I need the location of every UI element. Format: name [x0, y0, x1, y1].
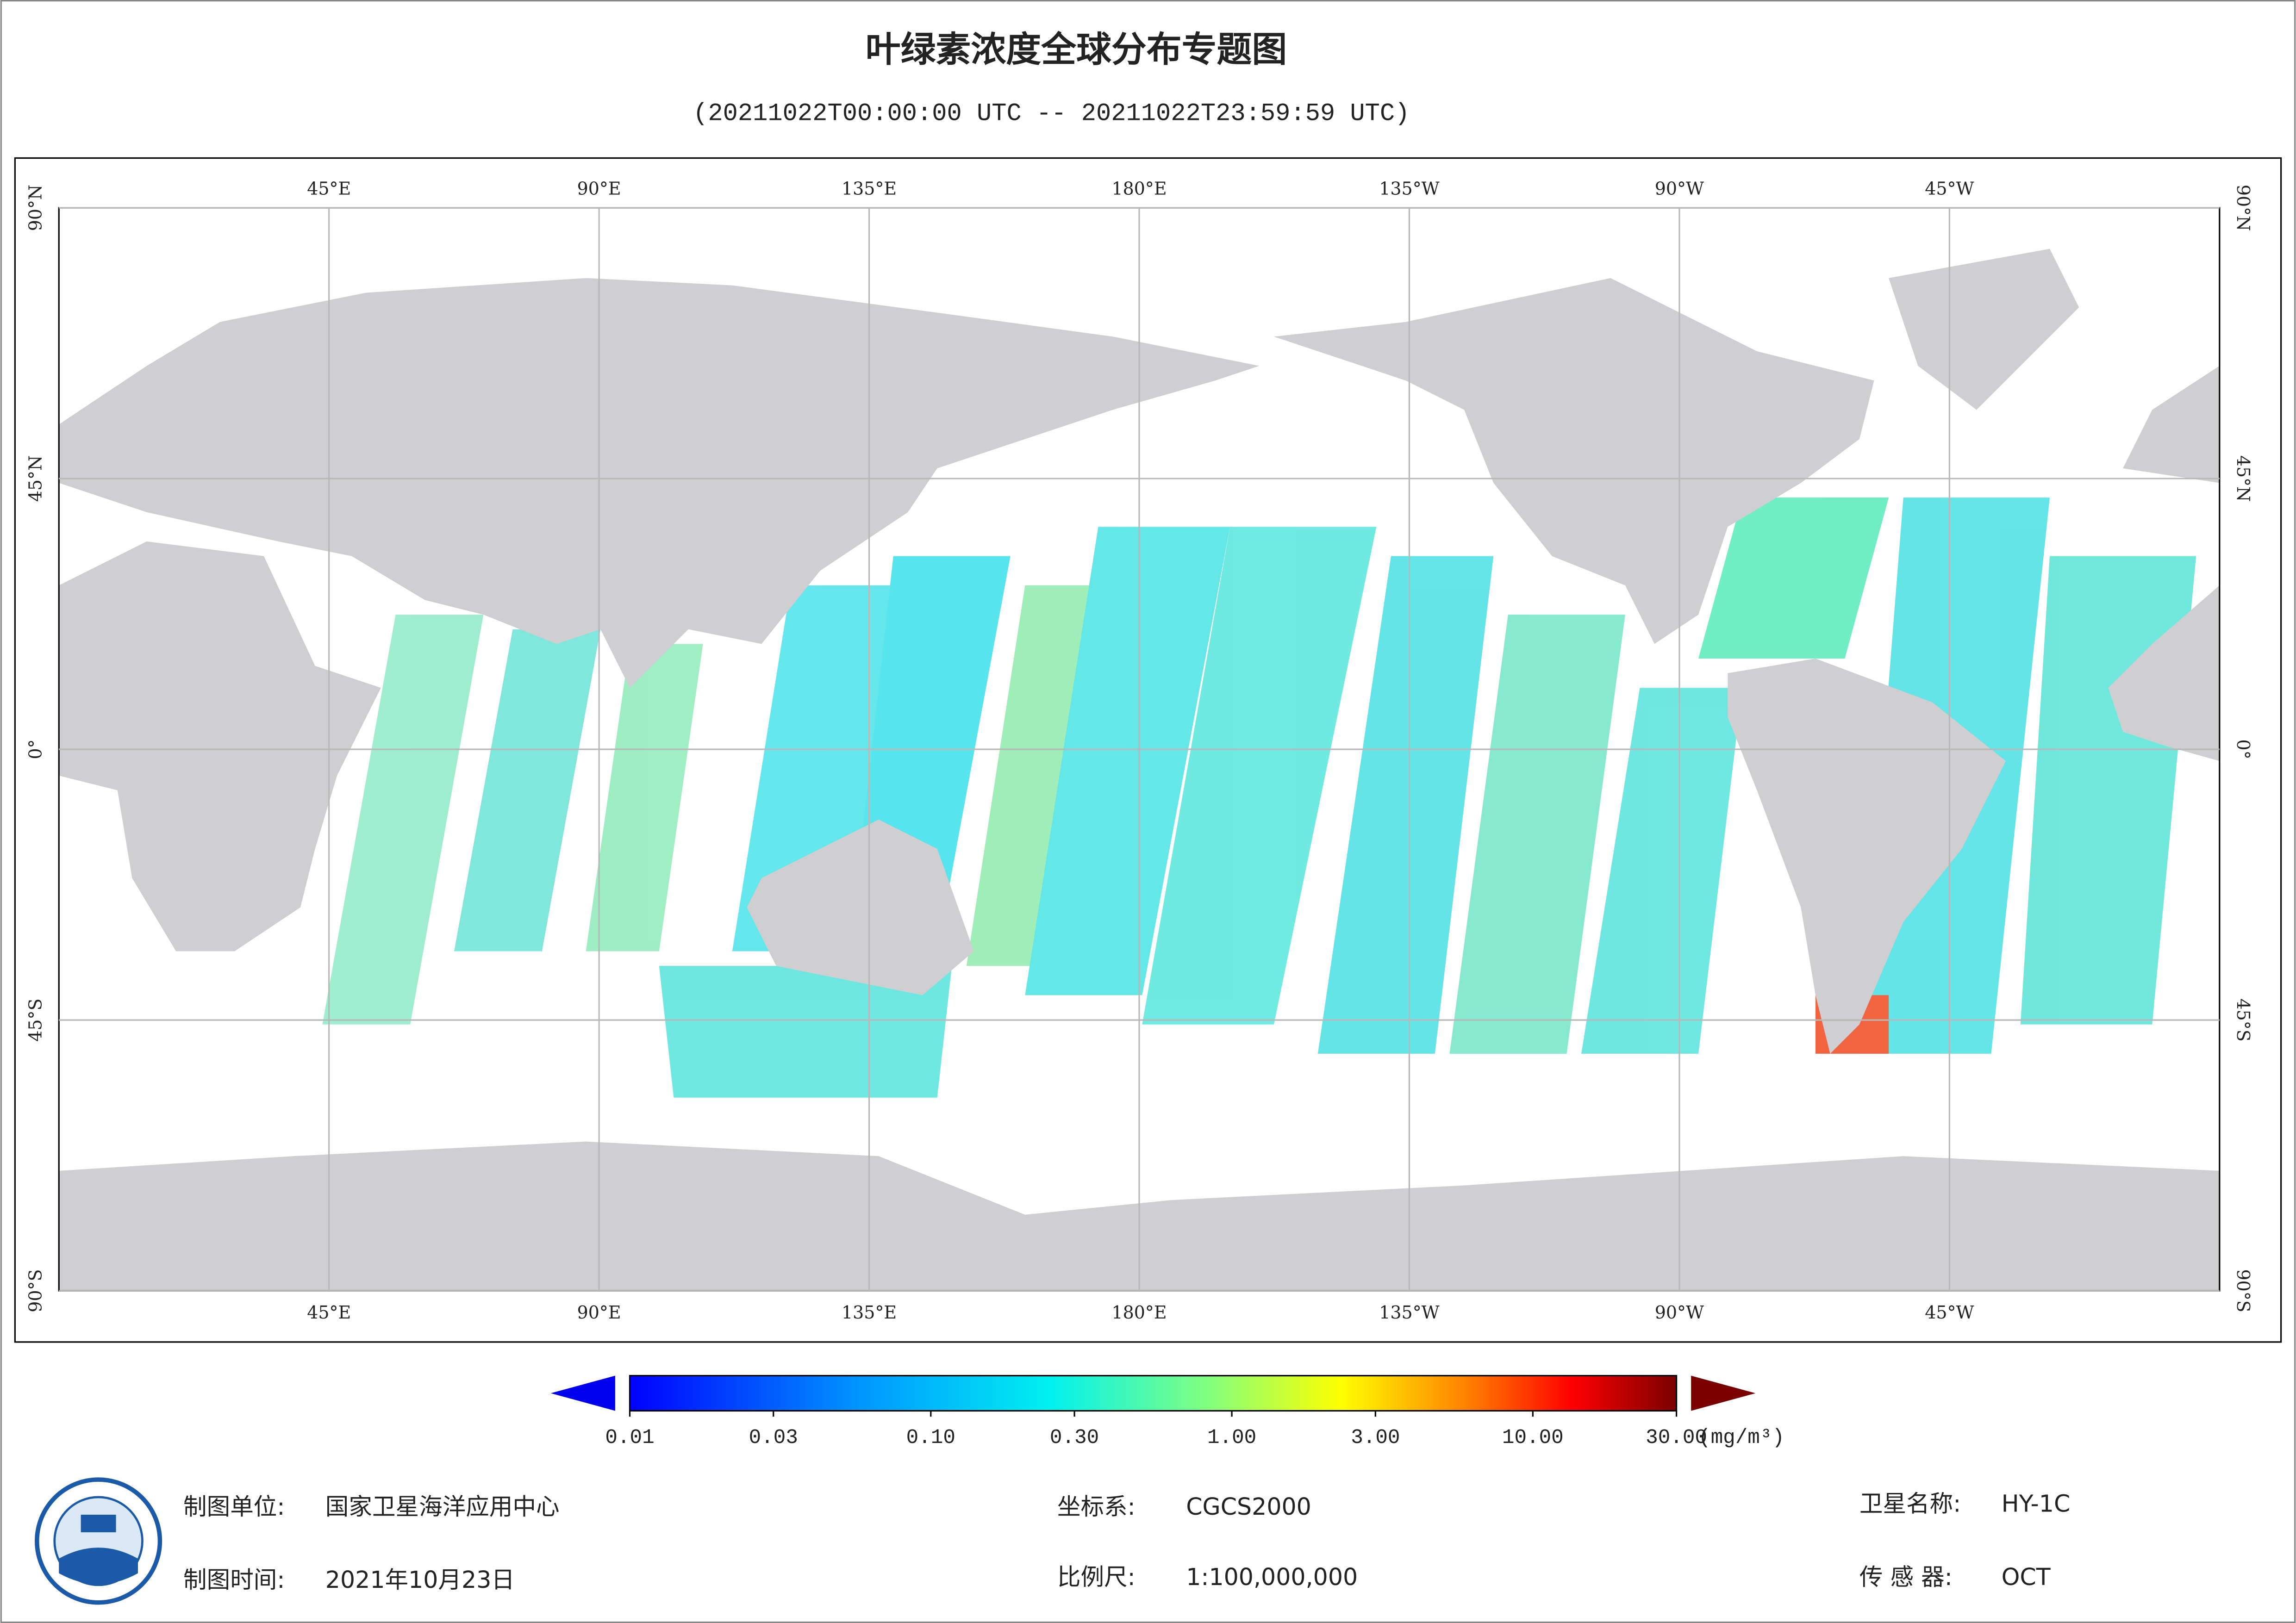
colorbar-tick-label: 0.01	[605, 1426, 654, 1449]
colorbar-under-arrow	[550, 1375, 615, 1411]
colorbar-unit: (mg/m³)	[1698, 1426, 1784, 1449]
colorbar-tick-label: 3.00	[1351, 1426, 1400, 1449]
lon-label-top: 135°E	[842, 179, 897, 199]
lon-label-top: 135°W	[1379, 179, 1439, 199]
lon-label-top: 90°W	[1655, 179, 1704, 199]
footer-value: 2021年10月23日	[325, 1566, 515, 1593]
footer-value: HY-1C	[2002, 1490, 2071, 1517]
footer-value: OCT	[2002, 1563, 2051, 1591]
lon-label-bottom: 180°E	[1111, 1302, 1167, 1323]
colorbar	[629, 1374, 1678, 1412]
footer-value: CGCS2000	[1186, 1493, 1311, 1520]
lat-label-right: 45°N	[2233, 455, 2253, 502]
lon-label-bottom: 45°W	[1925, 1302, 1974, 1323]
footer-label: 制图时间:	[183, 1566, 285, 1593]
lat-label-left: 0°	[25, 740, 45, 759]
title: 叶绿素浓度全球分布专题图	[866, 29, 1287, 70]
footer-value: 国家卫星海洋应用中心	[325, 1493, 560, 1520]
footer-label: 传 感 器:	[1859, 1563, 1953, 1591]
lon-label-bottom: 135°W	[1379, 1302, 1439, 1323]
map-frame	[14, 157, 2282, 1343]
lon-label-top: 180°E	[1111, 179, 1167, 199]
lat-label-left: 90°N	[25, 185, 45, 231]
colorbar-tick-label: 1.00	[1207, 1426, 1256, 1449]
colorbar-tick-label: 30.00	[1646, 1426, 1707, 1449]
lat-label-left: 45°N	[25, 455, 45, 502]
lat-label-right: 90°S	[2233, 1269, 2253, 1312]
lat-label-right: 90°N	[2233, 185, 2253, 231]
footer-label: 制图单位:	[183, 1493, 285, 1520]
footer-value: 1:100,000,000	[1186, 1563, 1358, 1591]
lon-label-top: 90°E	[577, 179, 621, 199]
lat-label-left: 45°S	[25, 999, 45, 1042]
colorbar-tick-label: 0.03	[749, 1426, 798, 1449]
lat-label-right: 0°	[2233, 740, 2253, 759]
lon-label-bottom: 135°E	[842, 1302, 897, 1323]
lon-label-top: 45°E	[307, 179, 351, 199]
lat-label-right: 45°S	[2233, 999, 2253, 1042]
footer-label: 卫星名称:	[1859, 1490, 1961, 1517]
colorbar-tick-label: 10.00	[1502, 1426, 1564, 1449]
colorbar-tick-label: 0.30	[1050, 1426, 1099, 1449]
colorbar-tick-label: 0.10	[906, 1426, 955, 1449]
lon-label-bottom: 45°E	[307, 1302, 351, 1323]
lon-label-bottom: 90°E	[577, 1302, 621, 1323]
graticule: 45°E 45°E 90°E 90°E 135°E 135°E 180°E 180°E 135°…	[25, 179, 2253, 1323]
lon-label-bottom: 90°W	[1655, 1302, 1704, 1323]
footer-label: 比例尺:	[1057, 1563, 1136, 1591]
logo	[35, 1477, 162, 1605]
colorbar-ticks: 0.01 0.03 0.10 0.30 1.00 3.00 10.00 30.00	[605, 1411, 1707, 1449]
subtitle: (20211022T00:00:00 UTC -- 20211022T23:59…	[693, 99, 1410, 128]
map-body	[59, 249, 2220, 1291]
lon-label-top: 45°W	[1925, 179, 1974, 199]
colorbar-over-arrow	[1691, 1375, 1756, 1411]
lat-label-left: 90°S	[25, 1269, 45, 1312]
footer-label: 坐标系:	[1057, 1493, 1136, 1520]
